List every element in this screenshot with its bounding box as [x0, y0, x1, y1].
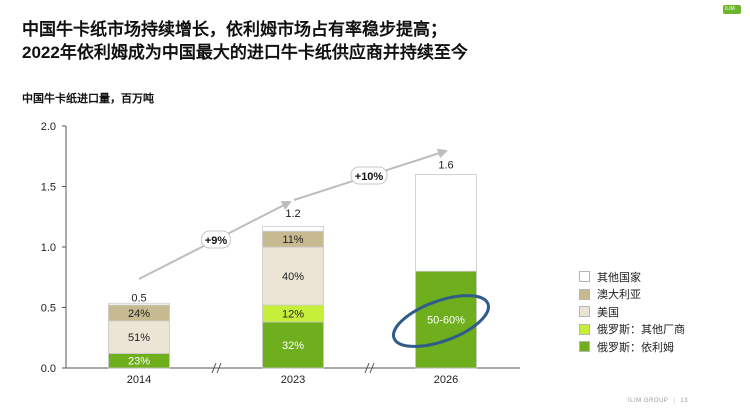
- y-tick-label: 0.5: [41, 303, 56, 315]
- footer-separator: |: [673, 398, 676, 404]
- legend-item: 美国: [579, 303, 685, 321]
- bar-segment-label: 11%: [282, 234, 303, 246]
- bar-segment: [262, 226, 324, 232]
- footer: ILIM GROUP | 13: [628, 398, 688, 404]
- bar-total-label: 1.2: [285, 208, 300, 220]
- growth-badge: [350, 166, 388, 185]
- footer-brand: ILIM GROUP: [628, 398, 669, 404]
- bar-total-label: 1.6: [438, 159, 453, 171]
- chart-title: 中国牛卡纸进口量，百万吨: [22, 93, 154, 105]
- axis-break-mark: [216, 362, 222, 374]
- x-tick-label: 2014: [127, 374, 151, 386]
- bar-segment: [262, 321, 324, 369]
- axis-break-mark: [369, 362, 375, 374]
- bar-segment-label: 12%: [282, 309, 304, 321]
- bar-segment: [415, 173, 477, 272]
- legend-label: 美国: [597, 306, 619, 319]
- bar-segment-label: 40%: [282, 271, 304, 283]
- bar-total-label: 0.5: [131, 293, 146, 305]
- legend-swatch: [579, 341, 590, 353]
- y-tick-label: 0.0: [41, 363, 56, 375]
- chart-legend: 其他国家澳大利亚美国俄罗斯：其他厂商 俄罗斯：依利姆: [579, 268, 685, 356]
- legend-swatch: [579, 323, 590, 335]
- legend-item: 其他国家: [579, 268, 685, 286]
- bar-segment-label: 23%: [128, 356, 150, 368]
- bar-segment: [108, 302, 170, 306]
- axis-break-mark: [364, 362, 370, 374]
- bar-segment-label: 50-60%: [427, 315, 465, 327]
- bar-segment-label: 51%: [128, 332, 150, 344]
- growth-label: +10%: [355, 171, 384, 183]
- page-title-line-1: 中国牛卡纸市场持续增长，依利姆市场占有率稳步提高；: [22, 20, 447, 39]
- legend-label: 其他国家: [597, 271, 641, 284]
- page-title: 中国牛卡纸市场持续增长，依利姆市场占有率稳步提高； 2022年依利姆成为中国最大…: [22, 18, 682, 64]
- y-tick-label: 1.0: [41, 242, 56, 254]
- logo-text: ILIM: [725, 6, 735, 12]
- axis-break-mark: [211, 362, 217, 374]
- legend-item: 俄罗斯：依利姆: [579, 338, 685, 356]
- y-tick-label: 2.0: [41, 121, 56, 133]
- ilim-logo: ILIM: [723, 5, 741, 14]
- legend-item: 澳大利亚: [579, 286, 685, 304]
- bar-segment-label: 24%: [128, 308, 150, 320]
- page-number: 13: [680, 398, 689, 404]
- legend-label: 俄罗斯：依利姆: [597, 341, 674, 354]
- page-title-line-2: 2022年依利姆成为中国最大的进口牛卡纸供应商并持续至今: [22, 43, 468, 62]
- highlight-ellipse: [392, 294, 490, 348]
- legend-item: 俄罗斯：其他厂商: [579, 321, 685, 339]
- y-tick-label: 1.5: [41, 182, 56, 194]
- growth-label: +9%: [205, 235, 228, 247]
- x-tick-label: 2026: [434, 374, 458, 386]
- growth-badge: [201, 230, 231, 249]
- legend-label: 澳大利亚: [597, 289, 641, 302]
- legend-swatch: [579, 271, 590, 283]
- legend-swatch: [579, 306, 590, 318]
- bar-segment: [108, 320, 170, 354]
- bar-segment-label: 32%: [282, 340, 304, 352]
- bar-segment: [415, 270, 477, 369]
- legend-swatch: [579, 288, 590, 300]
- bar-segment: [262, 246, 324, 306]
- x-tick-label: 2023: [281, 374, 305, 386]
- legend-label: 俄罗斯：其他厂商: [597, 324, 685, 337]
